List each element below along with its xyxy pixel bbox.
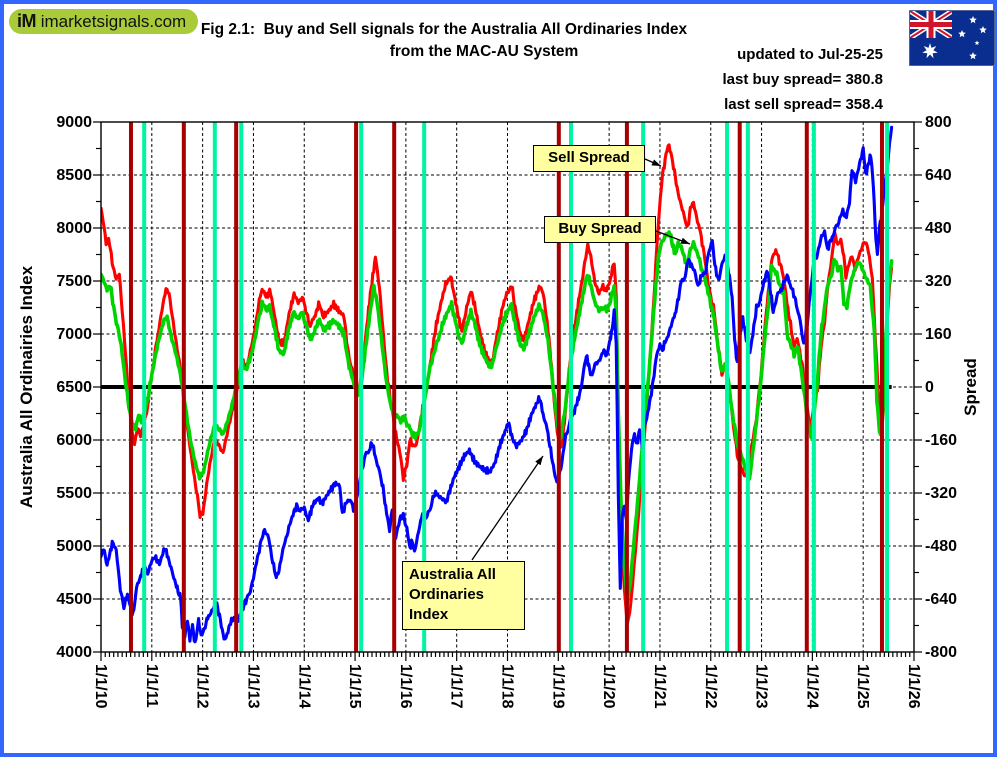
axis-ticks <box>93 121 922 661</box>
right-axis-tick-label: -640 <box>925 591 957 608</box>
left-axis-tick-label: 8500 <box>56 167 92 184</box>
left-axis-title: Australia All Ordinairies Index <box>17 265 36 508</box>
left-axis-tick-label: 7500 <box>56 273 92 290</box>
x-axis-tick-label: 1/1/18 <box>499 664 516 709</box>
x-axis-tick-label: 1/1/23 <box>753 664 770 709</box>
x-axis-tick-label: 1/1/22 <box>702 664 719 709</box>
x-axis-tick-label: 1/1/26 <box>905 664 922 709</box>
x-axis-tick-label: 1/1/20 <box>600 664 617 709</box>
x-axis-tick-label: 1/1/15 <box>346 664 363 709</box>
index-callout-line3: Index <box>409 606 449 623</box>
right-axis-tick-label: 640 <box>925 167 952 184</box>
left-axis-tick-label: 9000 <box>56 114 92 131</box>
chart-canvas: 9000850080007500700065006000550050004500… <box>17 114 980 709</box>
x-axis-tick-label: 1/1/14 <box>295 664 312 709</box>
index-callout: Australia All Ordinaries Index <box>402 561 525 630</box>
left-axis-tick-label: 4500 <box>56 591 92 608</box>
x-axis-tick-label: 1/1/13 <box>244 664 261 709</box>
x-axis-tick-label: 1/1/19 <box>549 664 566 709</box>
left-axis-tick-label: 5500 <box>56 485 92 502</box>
right-axis-tick-label: -800 <box>925 644 957 661</box>
sell-spread-callout: Sell Spread <box>533 145 645 172</box>
left-axis-tick-label: 5000 <box>56 538 92 555</box>
right-axis-tick-label: 800 <box>925 114 952 131</box>
left-axis-tick-label: 6000 <box>56 432 92 449</box>
buy-callout-arrow-head <box>680 237 690 244</box>
updated-date: updated to Jul-25-25 <box>737 46 883 63</box>
index-callout-arrow <box>471 455 544 561</box>
logo-domain: imarketsignals.com <box>40 12 187 31</box>
chart-title-line1: Fig 2.1: Buy and Sell signals for the Au… <box>200 21 688 38</box>
imarketsignals-logo[interactable]: iM imarketsignals.com <box>9 9 199 34</box>
left-axis-tick-label: 4000 <box>56 644 92 661</box>
right-axis-tick-label: 320 <box>925 273 952 290</box>
x-axis-tick-label: 1/1/10 <box>92 664 109 709</box>
right-axis-title: Spread <box>961 358 980 416</box>
australia-all-ordinaries-index-line <box>101 125 894 644</box>
update-info: updated to Jul-25-25 last buy spread= 38… <box>722 42 883 117</box>
x-axis-tick-label: 1/1/17 <box>448 664 465 709</box>
buy-spread-callout: Buy Spread <box>544 216 656 243</box>
index-callout-arrow-head <box>535 456 543 466</box>
right-axis-tick-label: -320 <box>925 485 957 502</box>
sell-spread-line <box>101 143 894 626</box>
logo-im-mark: iM <box>17 11 37 31</box>
right-axis-tick-label: 480 <box>925 220 952 237</box>
left-axis-tick-label: 8000 <box>56 220 92 237</box>
right-axis-tick-label: -160 <box>925 432 957 449</box>
australia-flag <box>908 9 996 67</box>
x-axis-tick-label: 1/1/24 <box>803 664 820 709</box>
last-buy-spread: last buy spread= 380.8 <box>722 71 883 88</box>
right-axis-tick-label: -480 <box>925 538 957 555</box>
x-axis-tick-label: 1/1/12 <box>194 664 211 709</box>
x-axis-tick-label: 1/1/11 <box>143 664 160 708</box>
commonwealth-star <box>922 43 938 59</box>
index-callout-line2: Ordinaries <box>409 586 485 603</box>
x-axis-tick-label: 1/1/16 <box>397 664 414 709</box>
sell-callout-arrow-head <box>651 159 661 166</box>
left-axis-tick-label: 6500 <box>56 379 92 396</box>
right-axis-tick-label: 160 <box>925 326 952 343</box>
x-axis-tick-label: 1/1/21 <box>651 664 668 709</box>
chart-title-line2: from the MAC-AU System <box>389 43 579 60</box>
index-callout-line1: Australia All <box>409 566 496 583</box>
last-sell-spread: last sell spread= 358.4 <box>724 96 883 113</box>
left-axis-tick-label: 7000 <box>56 326 92 343</box>
right-axis-tick-label: 0 <box>925 379 934 396</box>
x-axis-tick-label: 1/1/25 <box>854 664 871 709</box>
